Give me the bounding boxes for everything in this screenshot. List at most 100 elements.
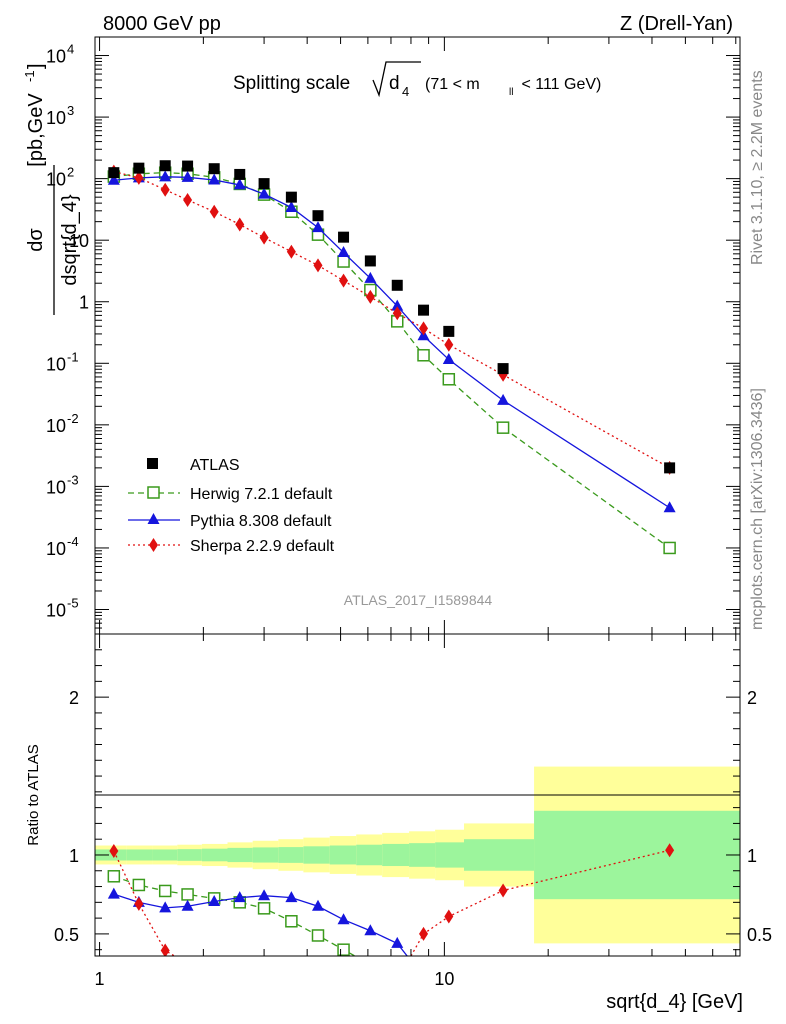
- legend-label-herwig: Herwig 7.2.1 default: [190, 486, 333, 503]
- main-series-group: [107, 160, 676, 555]
- y-tick-label: 10 -1: [46, 349, 79, 374]
- y-tick-base: 10: [46, 477, 66, 497]
- series-line-herwig: [113, 172, 670, 549]
- inner-uncertainty-band: [463, 839, 535, 871]
- main-title-text: Splitting scale: [233, 73, 350, 94]
- inner-uncertainty-band: [382, 843, 410, 867]
- data-point-atlas: [258, 178, 270, 190]
- data-point-pythia: [159, 901, 172, 913]
- y-tick-exponent: -4: [67, 534, 79, 549]
- y-tick-label: 10 3: [46, 103, 74, 128]
- data-point-atlas: [108, 167, 120, 179]
- data-point-herwig: [132, 878, 146, 892]
- inner-uncertainty-band: [329, 845, 357, 865]
- data-point-pythia: [181, 170, 194, 182]
- ratio-y-tick-labels: 0.5 0.5 1 1 2 2: [54, 688, 772, 945]
- data-point-pythia: [208, 895, 221, 907]
- data-point-atlas: [364, 255, 376, 267]
- data-point-sherpa: [444, 337, 454, 352]
- ratio-y-tick-label-left: 0.5: [54, 925, 79, 945]
- y-tick-label: 10 -3: [46, 472, 79, 497]
- data-point-sherpa: [134, 170, 144, 185]
- data-point-sherpa: [160, 182, 170, 197]
- data-point-atlas: [391, 279, 403, 291]
- legend: ATLAS Herwig 7.2.1 default Pythia 8.308 …: [128, 457, 335, 555]
- header-right: Z (Drell-Yan): [620, 13, 733, 35]
- ratio-y-tick-label-left: 2: [69, 688, 79, 708]
- data-point-sherpa: [665, 843, 675, 858]
- data-point-sherpa: [259, 230, 269, 245]
- data-point-pythia: [285, 200, 298, 212]
- ratio-ylabel-group: Ratio to ATLAS: [25, 744, 42, 845]
- ylabel-unit-pre: [pb,GeV: [25, 93, 47, 167]
- legend-label-pythia: Pythia 8.308 default: [190, 513, 332, 530]
- mcplots-label-group: mcplots.cern.ch [arXiv:1306.3436]: [749, 388, 766, 630]
- data-point-pythia: [208, 173, 221, 185]
- data-point-atlas: [133, 162, 145, 174]
- series-line-sherpa: [113, 850, 175, 956]
- legend-marker-herwig: [147, 486, 160, 499]
- y-tick-exponent: 3: [67, 103, 74, 118]
- legend-marker-sherpa: [149, 538, 158, 552]
- ratio-y-tick-label-right: 1: [747, 846, 757, 866]
- data-point-sherpa: [183, 192, 193, 207]
- title-variable: d: [389, 73, 400, 94]
- data-point-pythia: [107, 887, 120, 899]
- y-tick-base: 10: [46, 170, 66, 190]
- data-point-atlas: [497, 363, 509, 375]
- x-tick-labels: 1 10: [95, 969, 455, 989]
- ratio-frame: [94, 633, 741, 957]
- inner-uncertainty-band: [303, 846, 330, 864]
- y-tick-label: 1: [79, 293, 89, 313]
- data-point-herwig: [158, 884, 172, 898]
- ylabel-unit-sup: -1: [22, 70, 37, 82]
- legend-label-atlas: ATLAS: [190, 457, 240, 474]
- data-point-atlas: [182, 160, 194, 172]
- analysis-watermark: ATLAS_2017_I1589844: [344, 592, 493, 608]
- y-tick-exponent: 4: [67, 42, 74, 57]
- data-point-pythia: [285, 891, 298, 903]
- main-axis-ticks: [95, 36, 740, 635]
- header-left: 8000 GeV pp: [103, 13, 221, 35]
- data-point-sherpa: [209, 204, 219, 219]
- ratio-uncertainty-bands: [95, 766, 740, 944]
- data-point-pythia: [311, 899, 324, 911]
- y-tick-base: 10: [69, 231, 89, 251]
- ratio-y-tick-label-right: 0.5: [747, 925, 772, 945]
- data-point-pythia: [181, 899, 194, 911]
- inner-uncertainty-band: [356, 844, 383, 866]
- data-point-pythia: [497, 393, 510, 405]
- main-ylabel-unit-group: [pb,GeV -1 ]: [22, 63, 47, 166]
- data-point-herwig: [337, 943, 350, 956]
- data-point-sherpa: [419, 926, 429, 941]
- data-point-pythia: [233, 178, 246, 190]
- data-point-sherpa: [134, 896, 144, 911]
- rivet-label: Rivet 3.1.10, ≥ 2.2M events: [749, 70, 766, 265]
- y-tick-label: 10: [69, 231, 89, 251]
- legend-marker-pythia: [147, 513, 160, 524]
- data-point-herwig: [663, 541, 676, 555]
- title-cut-post: < 111 GeV): [517, 76, 601, 93]
- y-tick-label: 10 2: [46, 165, 74, 190]
- inner-uncertainty-band: [177, 849, 202, 861]
- data-point-pythia: [364, 271, 377, 283]
- rivet-label-group: Rivet 3.1.10, ≥ 2.2M events: [749, 70, 766, 265]
- data-point-atlas: [159, 160, 171, 172]
- y-tick-exponent: -3: [67, 472, 79, 487]
- data-point-pythia: [391, 936, 404, 948]
- y-tick-base: 10: [46, 416, 66, 436]
- data-point-herwig: [107, 870, 121, 883]
- y-tick-exponent: -5: [67, 596, 79, 611]
- series-line-sherpa: [113, 170, 670, 469]
- data-point-atlas: [664, 462, 676, 474]
- data-point-pythia: [663, 501, 676, 513]
- y-tick-base: 10: [46, 108, 66, 128]
- data-point-sherpa: [419, 321, 429, 336]
- data-point-sherpa: [109, 844, 119, 859]
- data-point-pythia: [442, 353, 455, 365]
- ylabel-numerator: dσ: [25, 228, 47, 252]
- data-point-sherpa: [339, 273, 349, 288]
- ratio-y-tick-label-right: 2: [747, 688, 757, 708]
- data-point-atlas: [338, 231, 350, 243]
